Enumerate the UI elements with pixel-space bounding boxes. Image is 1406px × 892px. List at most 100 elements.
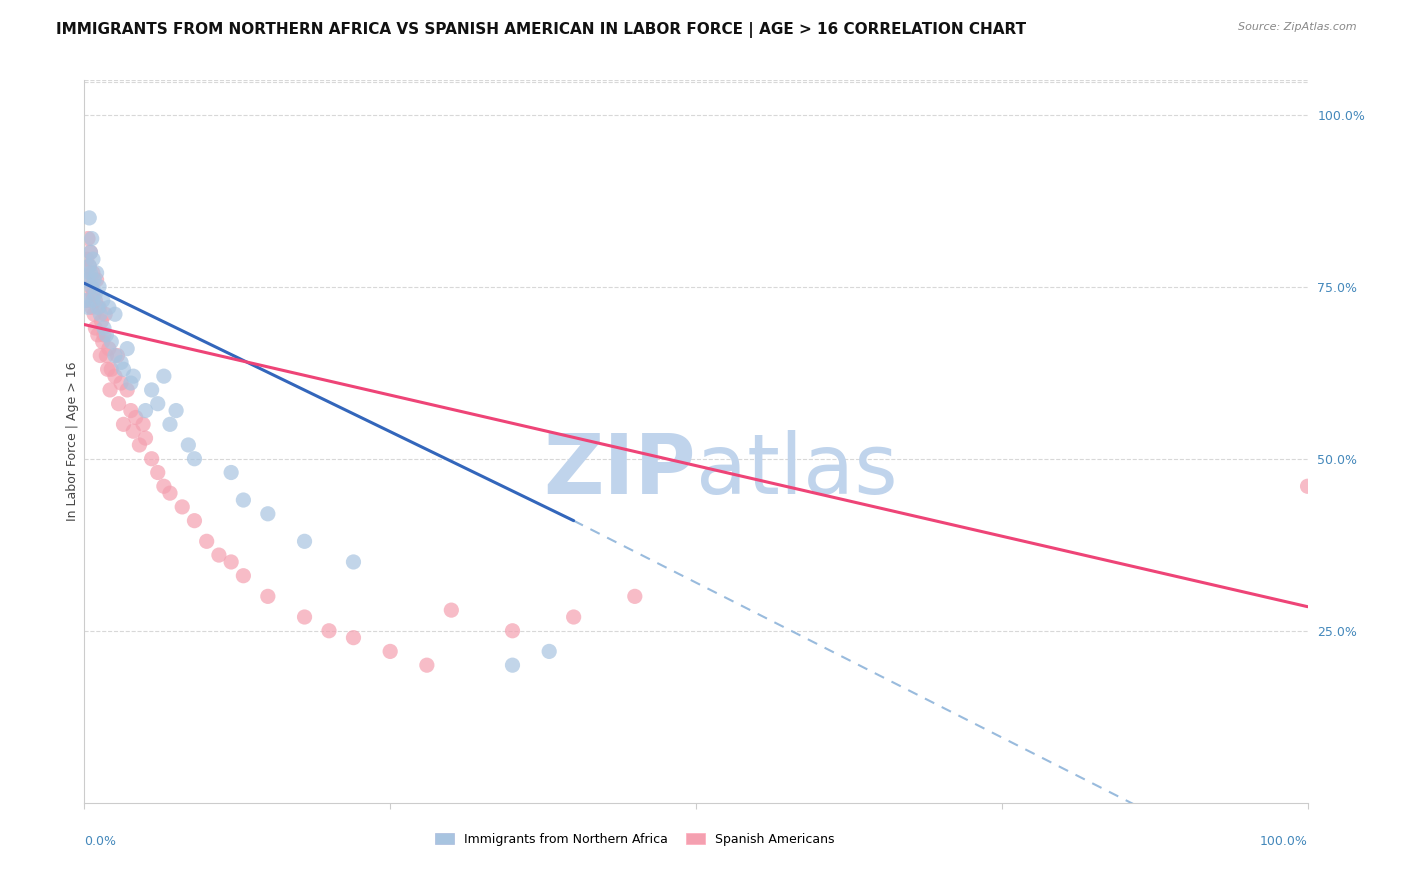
Point: [153, 369, 176, 384]
Point: [80, 231, 103, 245]
Point: [128, 438, 150, 452]
Point: [219, 466, 242, 480]
Point: [135, 431, 157, 445]
Text: Source: ZipAtlas.com: Source: ZipAtlas.com: [1239, 22, 1357, 32]
Legend: Immigrants from Northern Africa, Spanish Americans: Immigrants from Northern Africa, Spanish…: [430, 828, 839, 851]
Point: [89, 349, 111, 363]
Point: [232, 493, 254, 508]
Point: [502, 624, 524, 638]
Point: [82, 252, 104, 267]
Point: [77, 231, 100, 245]
Point: [624, 590, 647, 604]
Point: [105, 349, 128, 363]
Point: [120, 403, 142, 417]
Point: [84, 293, 107, 308]
Point: [86, 273, 108, 287]
Point: [110, 355, 132, 369]
Point: [98, 383, 121, 397]
Point: [83, 307, 105, 321]
Point: [104, 349, 127, 363]
Point: [115, 342, 138, 356]
Y-axis label: In Labor Force | Age > 16: In Labor Force | Age > 16: [66, 362, 79, 521]
Point: [294, 610, 316, 624]
Point: [104, 307, 127, 321]
Point: [75, 293, 97, 308]
Point: [132, 417, 155, 432]
Point: [100, 334, 122, 349]
Point: [232, 568, 254, 582]
Point: [146, 397, 169, 411]
Point: [122, 369, 145, 384]
Point: [93, 321, 115, 335]
Point: [502, 658, 524, 673]
Point: [257, 507, 280, 521]
Point: [135, 403, 157, 417]
Point: [82, 293, 104, 308]
Point: [104, 369, 127, 384]
Point: [141, 383, 163, 397]
Point: [91, 293, 114, 308]
Point: [83, 273, 105, 287]
Point: [538, 644, 561, 658]
Point: [79, 245, 101, 260]
Point: [115, 383, 138, 397]
Point: [125, 410, 148, 425]
Point: [219, 555, 242, 569]
Point: [141, 451, 163, 466]
Point: [77, 259, 100, 273]
Point: [79, 279, 101, 293]
Point: [80, 279, 103, 293]
Point: [96, 349, 118, 363]
Point: [183, 451, 205, 466]
Point: [159, 417, 181, 432]
Point: [93, 327, 115, 342]
Point: [112, 362, 135, 376]
Point: [97, 342, 120, 356]
Point: [294, 534, 316, 549]
Point: [84, 321, 107, 335]
Point: [440, 603, 463, 617]
Point: [208, 548, 231, 562]
Text: atlas: atlas: [696, 430, 897, 511]
Point: [110, 376, 132, 390]
Point: [77, 293, 100, 308]
Point: [77, 211, 100, 225]
Point: [91, 334, 114, 349]
Point: [86, 266, 108, 280]
Point: [112, 417, 135, 432]
Point: [122, 424, 145, 438]
Point: [89, 307, 111, 321]
Point: [195, 534, 218, 549]
Text: 100.0%: 100.0%: [1260, 835, 1308, 848]
Point: [84, 286, 107, 301]
Point: [380, 644, 402, 658]
Point: [159, 486, 181, 500]
Point: [562, 610, 585, 624]
Point: [87, 301, 110, 315]
Text: ZIP: ZIP: [544, 430, 696, 511]
Point: [153, 479, 176, 493]
Point: [79, 266, 101, 280]
Point: [87, 301, 110, 315]
Point: [146, 466, 169, 480]
Point: [183, 514, 205, 528]
Point: [172, 500, 194, 514]
Point: [342, 631, 364, 645]
Point: [76, 252, 98, 267]
Point: [257, 590, 280, 604]
Text: IMMIGRANTS FROM NORTHERN AFRICA VS SPANISH AMERICAN IN LABOR FORCE | AGE > 16 CO: IMMIGRANTS FROM NORTHERN AFRICA VS SPANI…: [56, 22, 1026, 38]
Point: [90, 314, 112, 328]
Point: [87, 279, 110, 293]
Point: [100, 362, 122, 376]
Point: [177, 438, 200, 452]
Point: [77, 301, 100, 315]
Point: [76, 273, 98, 287]
Point: [97, 362, 120, 376]
Point: [165, 403, 187, 417]
Point: [96, 327, 118, 342]
Point: [107, 397, 129, 411]
Point: [94, 307, 117, 321]
Point: [79, 245, 101, 260]
Point: [77, 259, 100, 273]
Point: [87, 327, 110, 342]
